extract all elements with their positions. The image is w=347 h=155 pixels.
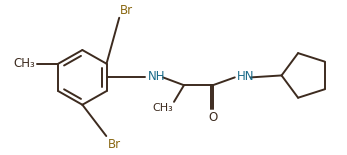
Text: Br: Br [108,138,121,151]
Text: NH: NH [148,70,166,83]
Text: CH₃: CH₃ [14,57,35,70]
Text: O: O [208,111,218,124]
Text: HN: HN [237,70,254,83]
Text: CH₃: CH₃ [152,103,173,113]
Text: Br: Br [120,4,133,17]
